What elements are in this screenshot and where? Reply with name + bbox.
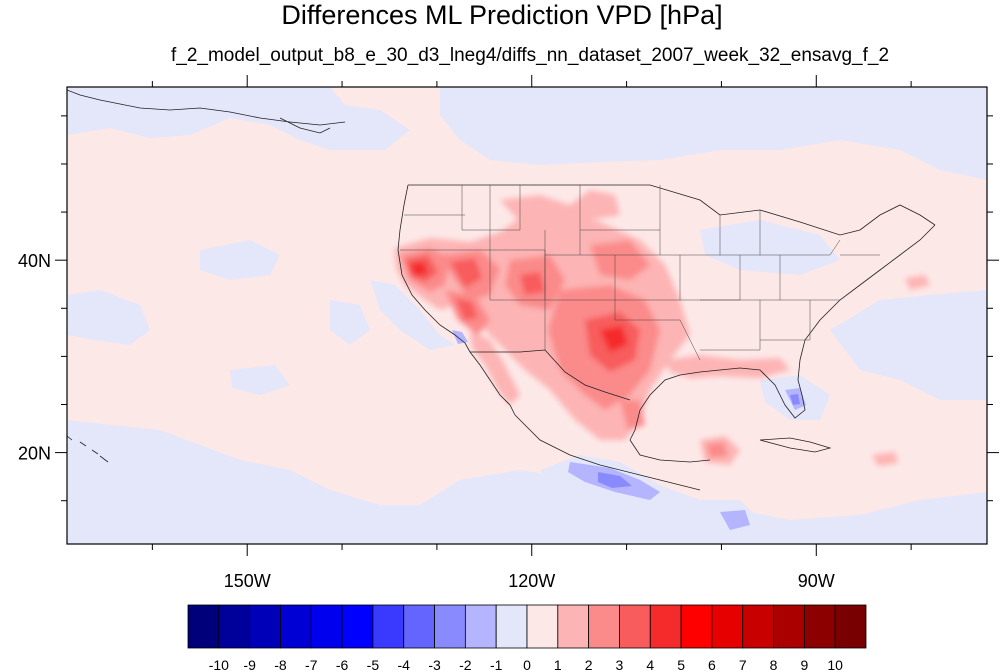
- red-peak-utah: [520, 272, 545, 295]
- alaska-coastline: [67, 89, 346, 134]
- figure-subtitle: f_2_model_output_b8_e_30_d3_lneg4/diffs_…: [171, 45, 889, 66]
- blue-pocket-california: [452, 330, 468, 344]
- colorbar-swatch: [649, 604, 682, 649]
- colorbar-label: 10: [827, 657, 843, 672]
- colorbar-swatch: [557, 604, 590, 649]
- blue-region-central-pacific: [67, 290, 150, 345]
- colorbar-label: -5: [367, 657, 380, 672]
- figure-title: Differences ML Prediction VPD [hPa]: [281, 0, 722, 30]
- colorbar-labels: -10 -9 -8 -7 -6 -5 -4 -3 -2 -1 0 1 2 3 4 5 6 7 8 9 10: [209, 657, 843, 672]
- red-max-california: [410, 262, 428, 276]
- colorbar-label: -6: [336, 657, 349, 672]
- lat-tick-label: 40N: [18, 251, 51, 271]
- blue-region-northwest-pacific: [67, 87, 410, 150]
- colorbar-swatch: [711, 604, 744, 649]
- blue-region-southern-pacific: [67, 420, 987, 544]
- blue-region-california-offshore: [330, 300, 370, 345]
- blue-region-atlantic: [830, 290, 987, 400]
- colorbar-swatch: [310, 604, 343, 649]
- red-max-texas: [600, 326, 628, 352]
- colorbar-label: 0: [523, 657, 531, 672]
- colorbar-swatch: [434, 604, 466, 649]
- red-peak-nevada: [450, 258, 482, 288]
- colorbar-swatch: [773, 604, 805, 649]
- positive-level-4-regions: [410, 262, 628, 352]
- blue-region-great-lakes: [700, 220, 840, 275]
- colorbar-swatch: [495, 604, 528, 649]
- geographic-boundaries: [67, 89, 936, 491]
- red-core-colorado: [590, 240, 650, 280]
- us-east-coast: [629, 224, 936, 441]
- colorbar-label: -1: [490, 657, 503, 672]
- strongest-negative-regions: [598, 394, 800, 488]
- difference-field: [67, 87, 987, 544]
- red-core-mexico: [620, 400, 645, 430]
- colorbar-swatch: [464, 604, 497, 649]
- colorbar-label: 8: [770, 657, 778, 672]
- colorbar-label: 2: [585, 657, 593, 672]
- hawaii-islands: [67, 435, 109, 463]
- mexico-border: [470, 349, 631, 401]
- colorbar-label: -10: [209, 657, 229, 672]
- axis-ticks: [55, 75, 999, 556]
- colorbar-label: 4: [646, 657, 654, 672]
- colorbar-swatch: [526, 604, 559, 649]
- blue-region-west-coast: [370, 280, 455, 350]
- colorbar-label: 9: [800, 657, 808, 672]
- axis-labels: 150W 120W 90W 40N 20N: [18, 251, 835, 591]
- mexico-coast: [514, 414, 711, 491]
- colorbar-label: -7: [305, 657, 318, 672]
- colorbar-swatch: [588, 604, 620, 649]
- colorbar-label: -2: [459, 657, 472, 672]
- colorbar-swatch: [403, 604, 435, 649]
- lon-tick-label: 120W: [508, 571, 555, 591]
- colorbar-swatch: [680, 604, 713, 649]
- colorbar-swatch: [341, 604, 374, 649]
- red-region-baja: [470, 330, 520, 405]
- blue-region-east-pacific: [230, 365, 290, 395]
- us-canada-border: [408, 184, 936, 236]
- state-boundaries: [400, 185, 880, 361]
- lon-tick-label: 90W: [798, 571, 835, 591]
- colorbar-swatch: [742, 604, 774, 649]
- colorbar-swatch: [803, 604, 836, 649]
- blue-core-mexico-coast: [598, 472, 632, 488]
- colorbar-swatch: [249, 604, 281, 649]
- blue-region-mid-pacific: [200, 240, 280, 280]
- colorbar-label: 5: [677, 657, 685, 672]
- red-region-atlantic-island: [905, 275, 930, 290]
- colorbar-label: -4: [398, 657, 411, 672]
- colorbar-swatch: [218, 604, 251, 649]
- blue-pocket-central-america: [720, 510, 750, 530]
- colorbar-swatch: [834, 604, 867, 649]
- map-frame: [66, 86, 988, 545]
- colorbar-label: -3: [428, 657, 441, 672]
- colorbar-label: -9: [243, 657, 256, 672]
- colorbar-swatch: [619, 604, 651, 649]
- colorbar-label: 1: [554, 657, 562, 672]
- blue-core-florida: [790, 394, 800, 405]
- cuba-coastline: [759, 437, 832, 453]
- lon-tick-label: 150W: [224, 571, 271, 591]
- colorbar-label: 6: [708, 657, 716, 672]
- us-west-coast: [397, 184, 516, 416]
- colorbar-label: 3: [616, 657, 624, 672]
- colorbar-label: 7: [739, 657, 747, 672]
- colorbar: -10 -9 -8 -7 -6 -5 -4 -3 -2 -1 0 1 2 3 4 5 6 7 8 9 10: [187, 604, 867, 672]
- colorbar-label: -8: [274, 657, 287, 672]
- colorbar-swatch: [187, 604, 220, 649]
- colorbar-boxes: [187, 604, 867, 649]
- blue-region-northeast-canada: [440, 87, 987, 180]
- red-region-rockies-north: [500, 190, 620, 222]
- lat-tick-label: 20N: [18, 444, 51, 464]
- red-peak-arizona: [455, 298, 478, 320]
- colorbar-swatch: [280, 604, 312, 649]
- colorbar-swatch: [372, 604, 405, 649]
- map-plot-area: 150W 120W 90W 40N 20N: [18, 75, 999, 591]
- red-core-caribbean: [706, 442, 728, 458]
- red-region-caribbean-east: [872, 452, 898, 466]
